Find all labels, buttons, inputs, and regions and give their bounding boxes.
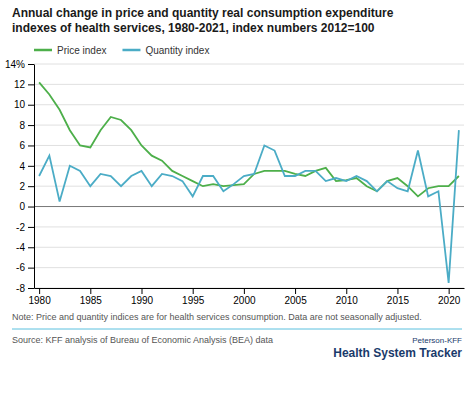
x-tick-label: 1995 xyxy=(182,295,205,306)
x-tick: 2020 xyxy=(438,288,461,306)
chart: Annual change in price and quantity real… xyxy=(0,0,474,396)
grid-line xyxy=(34,84,464,85)
grid-line xyxy=(34,186,464,187)
watermark: Peterson-KFF xyxy=(412,336,462,345)
x-tick-mark xyxy=(193,288,194,294)
x-tick-mark xyxy=(90,288,91,294)
plot-area xyxy=(39,82,459,283)
y-tick-label: 8 xyxy=(19,120,25,131)
y-tick: -4 xyxy=(16,242,34,253)
y-tick-mark xyxy=(28,84,34,85)
x-tick-mark xyxy=(295,288,296,294)
legend-label: Quantity index xyxy=(145,45,209,56)
legend-swatch xyxy=(34,49,52,52)
x-tick-mark xyxy=(39,288,40,294)
x-tick-mark xyxy=(244,288,245,294)
x-tick-label: 1985 xyxy=(80,295,103,306)
y-tick-mark xyxy=(28,268,34,269)
y-tick-mark xyxy=(28,247,34,248)
y-tick-label: 4 xyxy=(19,161,25,172)
x-tick: 1990 xyxy=(131,288,154,306)
x-tick-label: 1990 xyxy=(131,295,154,306)
grid-line xyxy=(34,226,464,227)
y-tick: 2 xyxy=(19,181,34,192)
x-tick-mark xyxy=(397,288,398,294)
y-tick: 14% xyxy=(5,59,34,70)
grid-line xyxy=(34,125,464,126)
zero-line xyxy=(34,206,464,207)
x-tick-label: 2010 xyxy=(336,295,359,306)
y-axis: -8 -6 -4 -2 0 2 4 6 8 10 12 14% xyxy=(5,59,35,294)
grid-line xyxy=(34,145,464,146)
x-tick: 2010 xyxy=(336,288,359,306)
x-tick: 2000 xyxy=(233,288,256,306)
y-tick: 0 xyxy=(19,201,34,212)
x-tick-label: 2020 xyxy=(438,295,461,306)
y-tick-mark xyxy=(28,227,34,228)
x-tick-mark xyxy=(346,288,347,294)
x-axis-line xyxy=(35,288,465,289)
legend-swatch xyxy=(122,49,140,52)
x-tick: 2005 xyxy=(284,288,307,306)
y-tick-label: 2 xyxy=(19,181,25,192)
series-line xyxy=(39,82,459,196)
watermark: Health System Tracker xyxy=(333,346,462,360)
y-tick-label: 14% xyxy=(5,59,25,70)
y-tick-mark xyxy=(28,105,34,106)
y-tick-label: 12 xyxy=(14,79,26,90)
y-tick-label: 0 xyxy=(19,201,25,212)
legend: Price index Quantity index xyxy=(34,45,209,56)
x-tick-label: 1980 xyxy=(28,295,51,306)
x-axis: 1980 1985 1990 1995 2000 2005 2010 2015 2020 xyxy=(28,288,464,306)
x-tick: 1980 xyxy=(28,288,51,306)
x-tick: 2015 xyxy=(387,288,410,306)
y-tick-mark xyxy=(28,207,34,208)
x-tick-label: 2000 xyxy=(233,295,256,306)
grid xyxy=(34,64,464,288)
source: Source: KFF analysis of Bureau of Econom… xyxy=(12,335,273,345)
y-tick-mark xyxy=(28,145,34,146)
x-tick: 1995 xyxy=(182,288,205,306)
grid-line xyxy=(34,288,464,289)
grid-line xyxy=(34,64,464,65)
y-tick-label: -2 xyxy=(16,222,25,233)
y-tick: -6 xyxy=(16,262,34,273)
y-tick-mark xyxy=(28,125,34,126)
y-tick-label: -6 xyxy=(16,262,25,273)
y-tick: 10 xyxy=(14,99,34,110)
y-tick-mark xyxy=(28,64,34,65)
x-tick: 1985 xyxy=(80,288,103,306)
y-tick: -2 xyxy=(16,222,34,233)
x-tick-label: 2015 xyxy=(387,295,410,306)
grid-line xyxy=(34,165,464,166)
x-tick-mark xyxy=(449,288,450,294)
x-tick-label: 2005 xyxy=(284,295,307,306)
y-tick-mark xyxy=(28,288,34,289)
y-tick-label: -8 xyxy=(16,283,25,294)
y-tick: 12 xyxy=(14,79,34,90)
series-line xyxy=(39,130,459,283)
separator xyxy=(12,329,462,330)
y-tick-label: -4 xyxy=(16,242,25,253)
grid-line xyxy=(34,247,464,248)
y-tick: -8 xyxy=(16,283,34,294)
legend-label: Price index xyxy=(57,45,106,56)
grid-line xyxy=(34,104,464,105)
grid-line xyxy=(34,267,464,268)
y-tick-mark xyxy=(28,186,34,187)
title: Annual change in price and quantity real… xyxy=(12,6,394,35)
y-axis-line xyxy=(34,65,35,289)
y-tick: 8 xyxy=(19,120,34,131)
x-tick-mark xyxy=(142,288,143,294)
y-tick: 4 xyxy=(19,161,34,172)
y-tick-label: 10 xyxy=(14,99,26,110)
y-tick: 6 xyxy=(19,140,34,151)
y-tick-mark xyxy=(28,166,34,167)
note: Note: Price and quantity indices are for… xyxy=(12,312,422,322)
y-tick-label: 6 xyxy=(19,140,25,151)
